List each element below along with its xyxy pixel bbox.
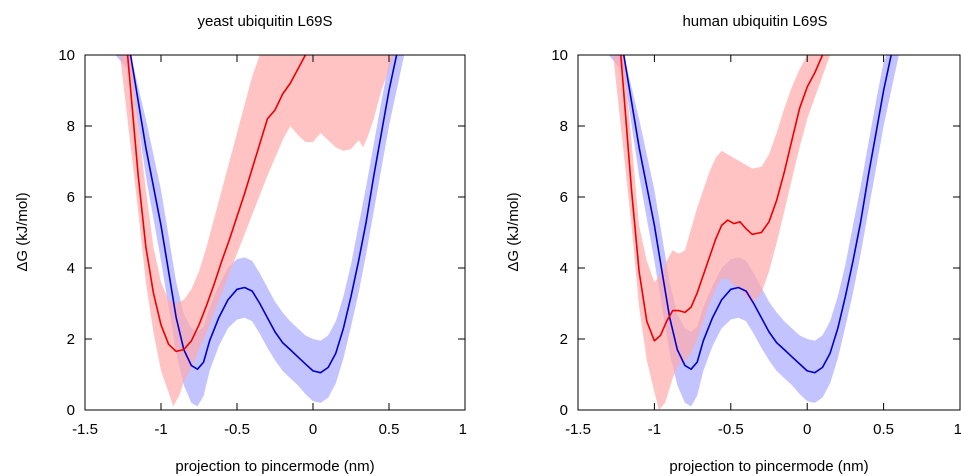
y-tick-label: 8	[67, 118, 75, 135]
series-1-band	[120, 55, 394, 407]
y-tick-label: 0	[67, 402, 75, 419]
chart-title: human ubiquitin L69S	[682, 13, 827, 30]
x-axis-label: projection to pincermode (nm)	[175, 458, 374, 475]
y-tick-label: 10	[551, 47, 568, 64]
y-tick-label: 0	[560, 402, 568, 419]
series-0-line	[129, 55, 398, 374]
x-tick-label: -0.5	[718, 421, 744, 438]
x-tick-label: 1	[459, 421, 467, 438]
x-tick-label: -1	[154, 421, 167, 438]
x-tick-label: 1	[954, 421, 961, 438]
y-tick-label: 8	[560, 118, 568, 135]
series-1-line	[126, 55, 307, 353]
chart-title: yeast ubiquitin L69S	[197, 13, 332, 30]
y-tick-label: 2	[67, 331, 75, 348]
y-tick-label: 4	[560, 260, 568, 277]
x-tick-label: -1.5	[565, 421, 591, 438]
x-tick-label: -1.5	[72, 421, 98, 438]
y-tick-label: 6	[67, 189, 75, 206]
y-tick-label: 6	[560, 189, 568, 206]
series-1-line	[620, 55, 824, 342]
x-tick-label: -0.5	[224, 421, 250, 438]
plot-frame	[577, 54, 961, 411]
y-tick-label: 10	[58, 47, 75, 64]
x-axis-label: projection to pincermode (nm)	[669, 458, 868, 475]
plot-frame	[84, 54, 466, 411]
chart-panel-yeast: yeast ubiquitin L69S -1.5 -1 -0.5 0 0.5 10246…	[14, 13, 467, 475]
y-axis-label: ΔG (kJ/mol)	[505, 192, 522, 271]
x-tick-label: -1	[648, 421, 661, 438]
x-tick-label: 0.5	[873, 421, 894, 438]
y-tick-label: 2	[560, 331, 568, 348]
y-tick-label: 4	[67, 260, 75, 277]
chart-panel-human: human ubiquitin L69S -1.5 -1 -0.5 0 0.5 10246…	[505, 13, 961, 475]
series-0-line	[623, 55, 892, 374]
x-tick-label: 0	[803, 421, 811, 438]
x-tick-label: 0.5	[379, 421, 400, 438]
x-tick-label: 0	[309, 421, 317, 438]
y-axis-label: ΔG (kJ/mol)	[14, 192, 31, 271]
